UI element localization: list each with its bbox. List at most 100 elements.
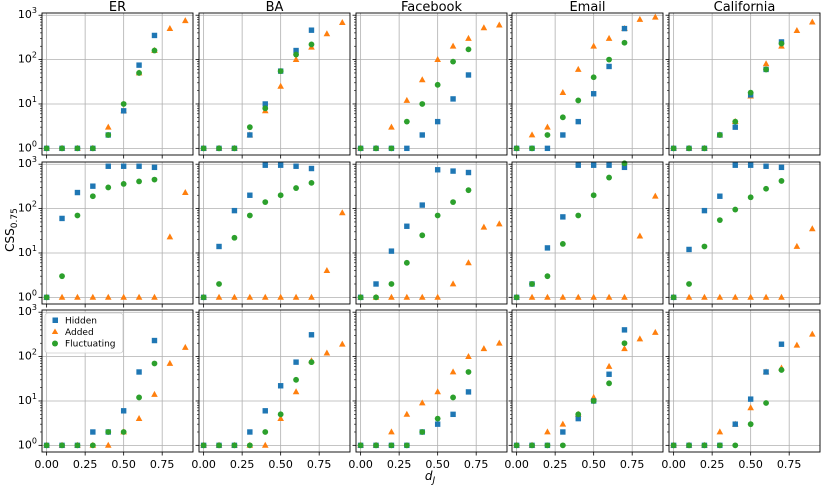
fluctuating-point <box>246 442 253 449</box>
added-point <box>261 293 269 300</box>
y-tick-exponent: 3 <box>32 6 37 15</box>
fluctuating-point <box>778 367 785 373</box>
fluctuating-point <box>606 380 612 387</box>
panel-lptv-facebook: Facebook <box>352 0 508 159</box>
panel-lptv-ba: BA <box>195 0 351 159</box>
added-point <box>449 280 457 287</box>
fluctuating-point <box>621 39 628 46</box>
added-point <box>181 17 189 24</box>
fluctuating-point <box>403 118 410 125</box>
panel-background <box>199 162 350 304</box>
panel-background <box>199 310 350 452</box>
panel-grid: 100101102103ERBAFacebookEmailCaliforniaL… <box>18 0 821 471</box>
fluctuating-point <box>105 184 112 191</box>
hidden-point <box>262 408 268 414</box>
panel-background <box>669 162 820 304</box>
panel-background <box>42 162 193 304</box>
y-tick-exponent: 1 <box>32 95 37 104</box>
hidden-point <box>450 168 456 174</box>
hidden-point <box>606 63 612 70</box>
added-point <box>104 293 112 300</box>
hidden-point <box>277 162 284 168</box>
y-tick-exponent: 3 <box>32 303 37 312</box>
y-tick-label: 102 <box>18 51 37 66</box>
fluctuating-point <box>559 241 566 247</box>
hidden-point <box>262 101 268 107</box>
fluctuating-point <box>59 273 65 280</box>
added-point <box>636 15 644 22</box>
x-tick-label: 0.00 <box>348 458 373 471</box>
fluctuating-point <box>89 145 96 152</box>
fluctuating-point <box>89 442 96 449</box>
added-point <box>762 60 770 67</box>
added-point <box>308 293 315 300</box>
fluctuating-point <box>216 145 222 152</box>
fluctuating-point <box>246 124 253 131</box>
panel-background <box>669 13 820 155</box>
fluctuating-point <box>716 442 723 449</box>
y-tick-base: 10 <box>18 141 32 154</box>
fluctuating-point <box>465 187 472 194</box>
hidden-point <box>90 429 96 435</box>
panel-pearson-email: 0.00 0.25 0.50 0.75 <box>504 309 664 471</box>
hidden-point <box>621 25 628 32</box>
hidden-point <box>560 214 566 220</box>
added-point <box>685 293 693 300</box>
fluctuating-point <box>716 132 723 138</box>
fluctuating-point <box>529 442 535 449</box>
panel-background <box>512 162 663 304</box>
legend-marker-fluctuating <box>52 340 58 347</box>
series-markers <box>670 18 816 152</box>
fluctuating-point <box>621 340 628 347</box>
added-point <box>323 30 331 37</box>
fluctuating-point <box>403 442 410 449</box>
hidden-point <box>90 183 96 189</box>
fluctuating-point <box>434 415 441 422</box>
series-markers <box>43 17 189 152</box>
column-title: BA <box>266 0 284 15</box>
added-point <box>605 293 613 300</box>
fluctuating-point <box>293 185 299 191</box>
hidden-point <box>575 162 581 168</box>
y-tick-exponent: 1 <box>32 392 37 401</box>
added-point <box>418 76 426 83</box>
fluctuating-point <box>670 145 677 152</box>
hidden-point <box>747 396 754 402</box>
x-tick-label: 0.00 <box>34 458 59 471</box>
x-tick-label: 0.00 <box>661 458 686 471</box>
hidden-point <box>404 145 410 152</box>
added-point <box>181 188 189 195</box>
added-point <box>465 34 472 41</box>
fluctuating-point <box>544 442 551 449</box>
legend-label-added: Added <box>65 328 94 338</box>
hidden-point <box>247 192 253 198</box>
hidden-point <box>747 162 754 168</box>
hidden-point <box>293 163 299 169</box>
panel-frame <box>198 309 351 453</box>
hidden-point <box>262 162 268 168</box>
hidden-point <box>606 162 612 168</box>
fluctuating-point <box>419 232 426 239</box>
added-point <box>135 415 143 422</box>
x-tick-label: 0.25 <box>230 458 255 471</box>
fluctuating-point <box>686 442 692 449</box>
added-point <box>495 220 503 227</box>
added-point <box>403 293 411 300</box>
added-point <box>716 428 724 435</box>
added-point <box>559 293 567 300</box>
y-tick-base: 10 <box>18 202 32 215</box>
column-title: Email <box>569 0 605 15</box>
x-tick-label: 0.75 <box>150 458 175 471</box>
panel-frame <box>41 161 194 305</box>
panel-background <box>669 310 820 452</box>
x-tick-label: 0.25 <box>543 458 568 471</box>
fluctuating-point <box>373 294 379 301</box>
panel-frame <box>41 309 194 453</box>
panel-gmla-facebook <box>352 161 508 308</box>
hidden-point <box>732 124 738 130</box>
hidden-point <box>308 165 315 172</box>
y-tick-label: 102 <box>18 348 37 363</box>
hidden-point <box>544 145 551 152</box>
hidden-point <box>763 163 769 169</box>
added-point <box>181 343 189 350</box>
